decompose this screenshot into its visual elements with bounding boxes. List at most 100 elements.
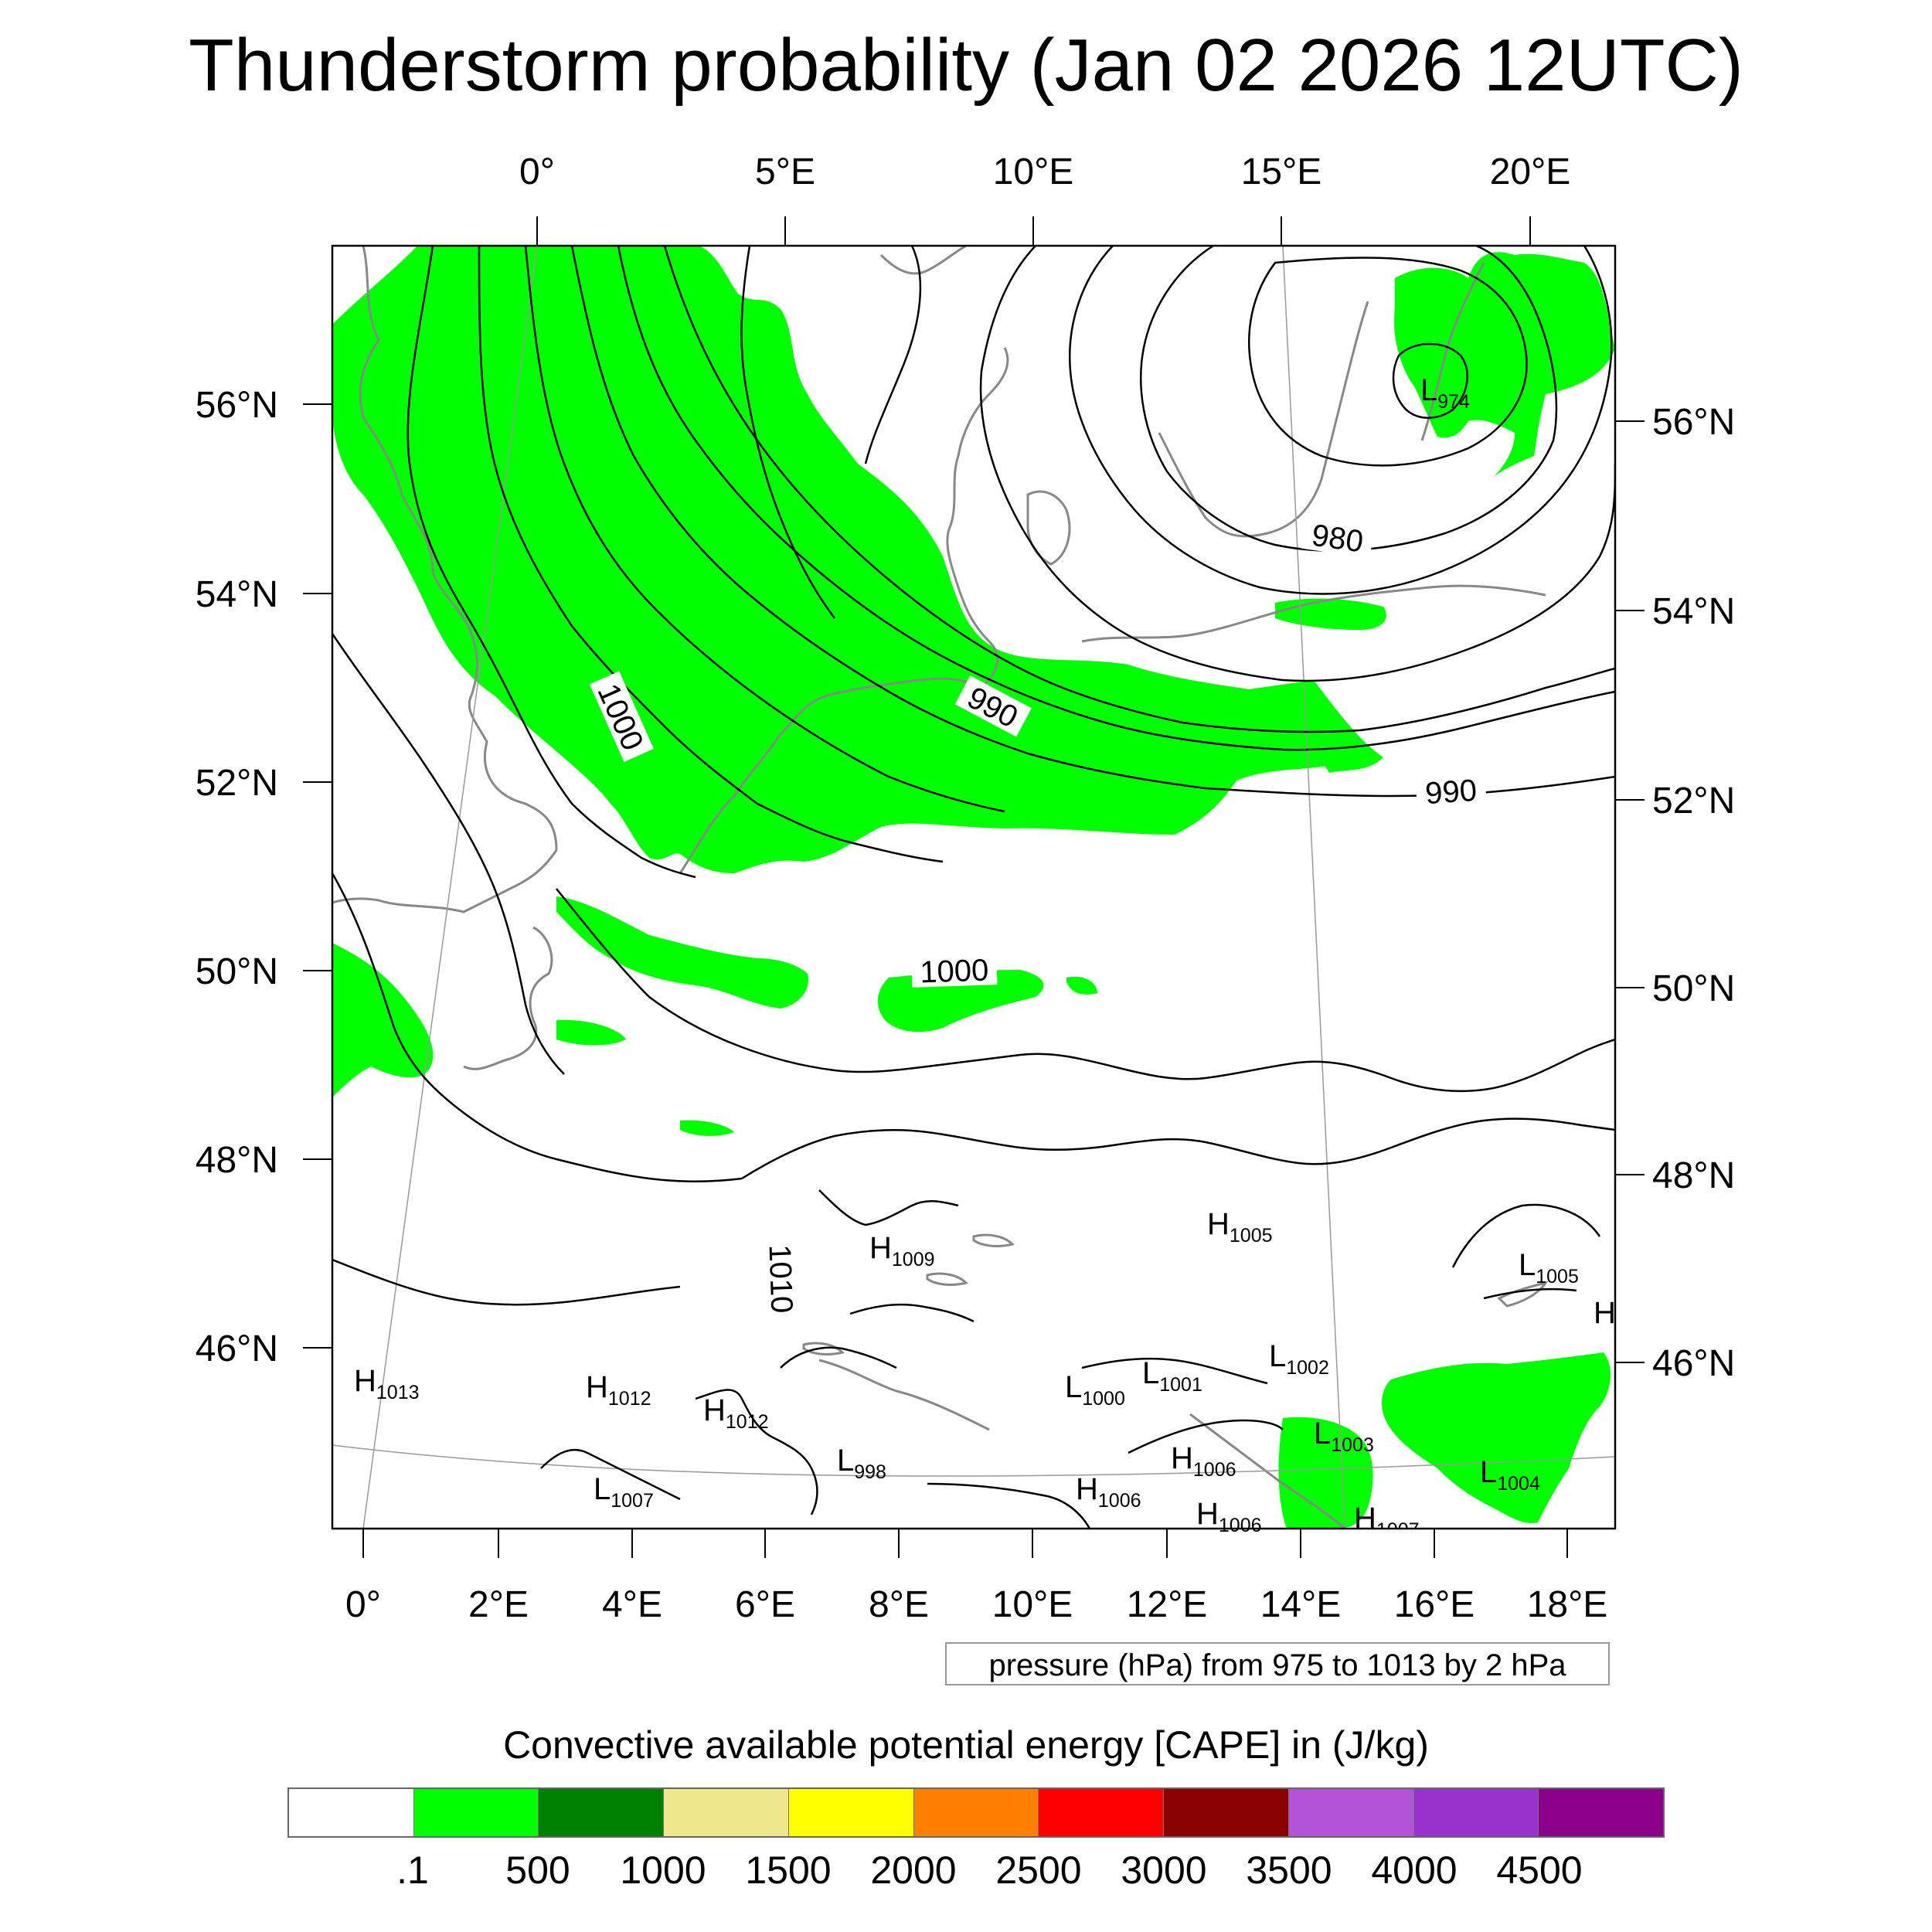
coastline-alps-lakes bbox=[926, 1272, 968, 1286]
left-lat-label: 50°N bbox=[196, 951, 278, 992]
map-title: Thunderstorm probability (Jan 02 2026 12… bbox=[189, 24, 1743, 107]
isobar-line bbox=[1451, 1203, 1601, 1268]
isobar-line bbox=[1392, 342, 1468, 419]
top-lon-label: 10°E bbox=[993, 151, 1074, 192]
colorbar-labels: .1 500 1000 1500 2000 2500 3000 3500 4000 4500 bbox=[287, 1847, 1665, 1901]
pressure-center-label: H1006 bbox=[1196, 1497, 1262, 1536]
pressure-center-label: H1006 bbox=[1076, 1472, 1141, 1512]
isobar-line bbox=[741, 1117, 1615, 1180]
coastline-lake-constance bbox=[972, 1233, 1015, 1247]
cape-area-lowcenter bbox=[1394, 252, 1615, 479]
pressure-center-label: L1003 bbox=[1314, 1417, 1374, 1456]
isobar-line bbox=[617, 246, 1615, 751]
isobar-line bbox=[740, 246, 836, 619]
colorbar-swatch bbox=[1288, 1789, 1414, 1836]
isobar-label: 990 bbox=[1424, 774, 1478, 811]
coastline-uk-east bbox=[332, 246, 558, 913]
top-lon-label: 5°E bbox=[755, 151, 815, 192]
right-lat-label: 46°N bbox=[1652, 1343, 1735, 1384]
top-lon-label: 0° bbox=[519, 151, 555, 192]
pressure-center-label: L1000 bbox=[1065, 1370, 1125, 1410]
right-lat-label: 52°N bbox=[1652, 781, 1735, 821]
coastline-benelux bbox=[679, 677, 982, 874]
tick-marks bbox=[303, 216, 1645, 1558]
left-lat-label: 52°N bbox=[196, 763, 278, 804]
isobar-label: 980 bbox=[1310, 519, 1366, 560]
colorbar-tick-label: 4500 bbox=[1496, 1849, 1583, 1892]
graticule-layer bbox=[332, 246, 1615, 1529]
coastline-denmark-islands bbox=[1026, 490, 1071, 566]
isobar-label: 1010 bbox=[762, 1244, 798, 1314]
isobar-line bbox=[332, 872, 743, 1182]
colorbar-swatch bbox=[1039, 1789, 1165, 1836]
right-lat-label: 56°N bbox=[1652, 402, 1735, 443]
isobar-line bbox=[478, 246, 944, 863]
pressure-center-label: H bbox=[1594, 1296, 1616, 1330]
colorbar-swatch bbox=[1164, 1789, 1289, 1836]
isobar-line bbox=[540, 1448, 681, 1501]
meridian-15e bbox=[1282, 246, 1345, 1529]
pressure-center-label: L1002 bbox=[1269, 1339, 1329, 1379]
cape-area-south-central bbox=[1278, 1417, 1373, 1529]
isobar-line bbox=[332, 633, 565, 1075]
colorbar-tick-label: 500 bbox=[505, 1849, 570, 1892]
colorbar-tick-label: .1 bbox=[396, 1849, 429, 1892]
coastline-adriatic bbox=[1189, 1413, 1346, 1529]
weather-map: 0° 5°E 10°E 15°E 20°E 0° 2°E 4°E 6°E 8°E… bbox=[196, 151, 1736, 1625]
parallel-45n bbox=[332, 1444, 1615, 1477]
bottom-lon-label: 12°E bbox=[1127, 1584, 1208, 1625]
pressure-center-label: L974 bbox=[1420, 373, 1470, 413]
colorbar-swatch bbox=[1413, 1789, 1539, 1836]
isobar-line bbox=[818, 1189, 959, 1226]
isobar-line bbox=[406, 246, 696, 879]
isobar-line bbox=[570, 246, 1615, 798]
colorbar-swatch bbox=[289, 1789, 414, 1836]
pressure-center-label: L1004 bbox=[1480, 1455, 1540, 1495]
coastline-norway-south bbox=[879, 246, 967, 275]
isobar-layer bbox=[332, 246, 1615, 1529]
cape-colorbar bbox=[287, 1787, 1665, 1838]
colorbar-tick-label: 1500 bbox=[745, 1849, 832, 1892]
coastline-layer bbox=[332, 246, 1549, 1529]
pressure-center-label: H1013 bbox=[354, 1364, 420, 1403]
colorbar-swatch bbox=[539, 1789, 665, 1836]
isobar-line bbox=[1483, 1287, 1577, 1300]
cape-area-tiny-1 bbox=[680, 1120, 734, 1136]
colorbar-tick-label: 4000 bbox=[1371, 1849, 1458, 1892]
colorbar-tick-label: 3500 bbox=[1246, 1849, 1332, 1892]
colorbar-tick-label: 1000 bbox=[620, 1849, 706, 1892]
right-lat-label: 48°N bbox=[1652, 1155, 1735, 1196]
cape-area-denmark-strip bbox=[1275, 598, 1386, 630]
cape-area-central-small bbox=[1066, 976, 1097, 995]
pressure-center-label: L1007 bbox=[594, 1472, 654, 1512]
cape-fill-layer bbox=[332, 246, 1615, 1529]
coastline-baltic-east bbox=[1420, 262, 1485, 441]
bottom-lon-label: 18°E bbox=[1527, 1584, 1608, 1625]
isobar-line bbox=[695, 1389, 818, 1515]
coastline-sweden-south bbox=[1158, 301, 1369, 538]
pressure-center-label: L1001 bbox=[1142, 1356, 1202, 1396]
pressure-center-label: H1007 bbox=[1354, 1502, 1420, 1541]
bottom-lon-label: 6°E bbox=[735, 1584, 795, 1625]
coastline-poland bbox=[1081, 584, 1546, 643]
left-lat-label: 46°N bbox=[196, 1328, 278, 1369]
pressure-center-label: H1012 bbox=[703, 1393, 769, 1433]
cape-area-main-band bbox=[332, 246, 1341, 873]
colorbar-tick-label: 2000 bbox=[870, 1849, 957, 1892]
top-lon-label: 15°E bbox=[1241, 151, 1322, 192]
pressure-center-label: H1012 bbox=[586, 1370, 651, 1410]
isobar-line bbox=[979, 246, 1615, 682]
cape-area-west-patch bbox=[556, 896, 808, 1009]
isobar-line bbox=[927, 1482, 1091, 1529]
cape-area-south-east bbox=[1382, 1352, 1611, 1523]
contour-info-box: pressure (hPa) from 975 to 1013 by 2 hPa bbox=[945, 1642, 1610, 1685]
bottom-lon-label: 16°E bbox=[1394, 1584, 1475, 1625]
isobar-line bbox=[1081, 1357, 1268, 1385]
colorbar-swatch bbox=[788, 1789, 914, 1836]
bottom-lon-label: 4°E bbox=[602, 1584, 662, 1625]
left-lat-label: 56°N bbox=[196, 385, 278, 426]
cape-area-left-edge bbox=[332, 943, 434, 1097]
right-lat-label: 54°N bbox=[1652, 591, 1735, 632]
isobar-line bbox=[1248, 257, 1528, 467]
colorbar-swatch bbox=[664, 1789, 789, 1836]
